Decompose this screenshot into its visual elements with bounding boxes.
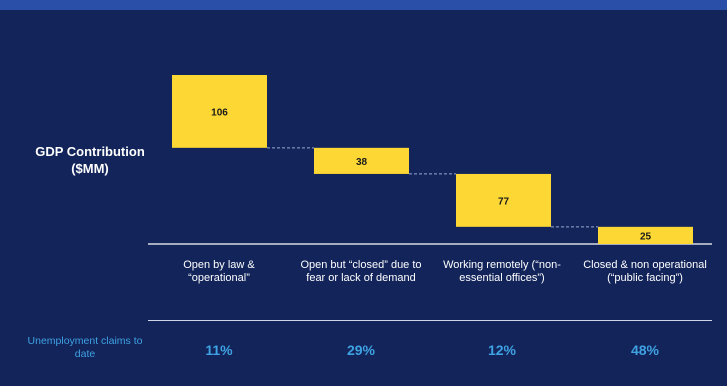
unemployment-value-1: 11% bbox=[205, 342, 233, 358]
unemployment-value-4: 48% bbox=[630, 342, 660, 358]
bar-value-label-3: 77 bbox=[498, 196, 510, 207]
bar-value-label-2: 38 bbox=[356, 157, 368, 168]
section-divider bbox=[148, 320, 712, 321]
bar-4 bbox=[598, 226, 693, 244]
y-axis-label: GDP Contribution ($MM) bbox=[20, 143, 160, 177]
unemployment-value-3: 12% bbox=[487, 342, 517, 358]
unemployment-claims-label: Unemployment claims to date bbox=[27, 335, 143, 360]
category-label-4: Closed & non operational (“public facing… bbox=[583, 259, 707, 284]
category-label-2: Open but “closed” due to fear or lack of… bbox=[300, 259, 422, 284]
bar-1 bbox=[172, 75, 267, 148]
category-label-1: Open by law & “operational” bbox=[183, 259, 255, 284]
category-label-3: Working remotely (“non-essential offices… bbox=[443, 259, 561, 284]
bar-value-label-4: 25 bbox=[640, 231, 652, 242]
bar-value-label-1: 106 bbox=[211, 107, 228, 118]
unemployment-value-2: 29% bbox=[346, 342, 376, 358]
waterfall-chart: 106 38 77 25 bbox=[148, 75, 712, 245]
bar-2 bbox=[314, 147, 409, 174]
y-axis-label-text: GDP Contribution ($MM) bbox=[35, 144, 145, 176]
top-band bbox=[0, 0, 727, 10]
bar-3 bbox=[456, 173, 551, 227]
